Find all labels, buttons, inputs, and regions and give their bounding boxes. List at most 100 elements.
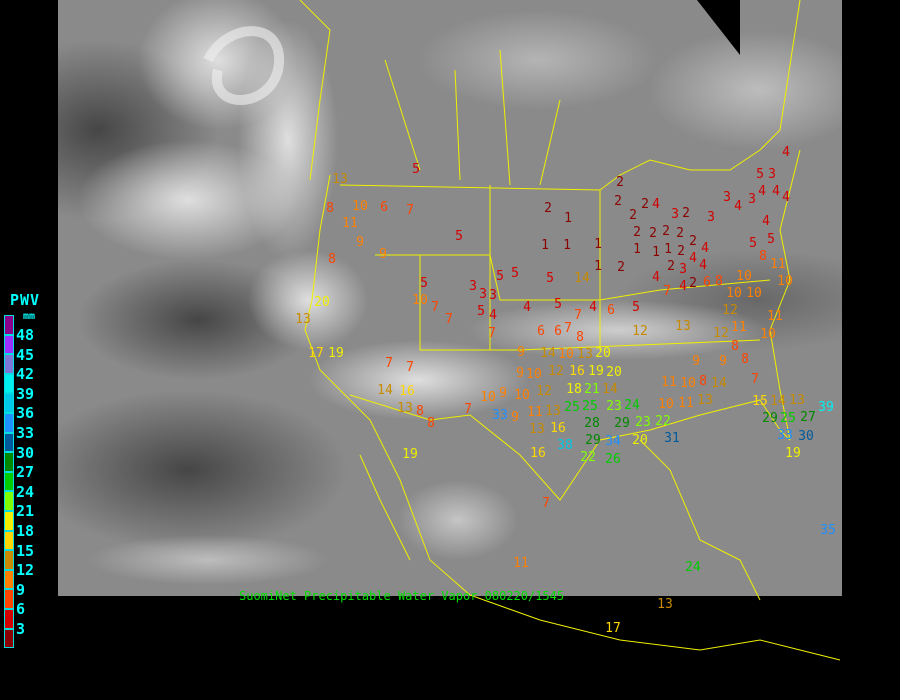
station-pwv-value: 22 <box>580 450 596 465</box>
legend-tick-label: 27 <box>16 463 35 482</box>
station-pwv-value: 23 <box>606 399 622 414</box>
station-pwv-value: 19 <box>785 446 801 461</box>
station-pwv-value: 34 <box>605 434 621 449</box>
legend-tick-label: 48 <box>16 326 35 344</box>
station-pwv-value: 10 <box>658 397 674 412</box>
station-pwv-value: 7 <box>751 372 759 387</box>
station-pwv-value: 17 <box>605 621 621 636</box>
station-pwv-value: 5 <box>412 162 420 177</box>
legend-swatch <box>4 432 14 453</box>
station-pwv-value: 19 <box>588 364 604 379</box>
station-pwv-value: 2 <box>629 208 637 223</box>
station-pwv-value: 5 <box>749 236 757 251</box>
station-pwv-value: 5 <box>632 300 640 315</box>
station-pwv-value: 30 <box>798 429 814 444</box>
legend-tick-label: 39 <box>16 384 35 403</box>
station-pwv-value: 14 <box>770 394 786 409</box>
station-pwv-value: 9 <box>356 235 364 250</box>
station-pwv-value: 33 <box>492 408 508 423</box>
station-pwv-value: 12 <box>713 326 729 341</box>
station-pwv-value: 1 <box>633 242 641 257</box>
station-pwv-value: 3 <box>748 192 756 207</box>
station-pwv-value: 8 <box>328 252 336 267</box>
station-pwv-value: 11 <box>678 396 694 411</box>
station-pwv-value: 29 <box>762 411 778 426</box>
station-pwv-value: 20 <box>632 433 648 448</box>
station-pwv-value: 2 <box>641 197 649 212</box>
station-pwv-value: 3 <box>469 279 477 294</box>
satellite-imagery <box>0 0 898 596</box>
station-pwv-value: 8 <box>731 339 739 354</box>
station-pwv-value: 29 <box>614 416 630 431</box>
station-pwv-value: 29 <box>585 433 601 448</box>
station-pwv-value: 10 <box>480 390 496 405</box>
station-pwv-value: 10 <box>726 286 742 301</box>
station-pwv-value: 1 <box>652 245 660 260</box>
station-pwv-value: 3 <box>707 210 715 225</box>
station-pwv-value: 7 <box>542 496 550 511</box>
station-pwv-value: 13 <box>789 393 805 408</box>
station-pwv-value: 10 <box>746 286 762 301</box>
station-pwv-value: 31 <box>664 431 680 446</box>
station-pwv-value: 5 <box>756 167 764 182</box>
legend-tick-label: 15 <box>16 541 35 560</box>
station-pwv-value: 25 <box>564 400 580 415</box>
legend-tick-label: 6 <box>16 600 26 619</box>
legend-tick-label: 18 <box>16 522 35 540</box>
station-pwv-value: 4 <box>772 184 780 199</box>
station-pwv-value: 6 <box>703 275 711 290</box>
station-pwv-value: 35 <box>820 523 836 538</box>
station-pwv-value: 5 <box>477 304 485 319</box>
station-pwv-value: 2 <box>616 175 624 190</box>
station-pwv-value: 2 <box>649 226 657 241</box>
station-pwv-value: 5 <box>554 297 562 312</box>
station-pwv-value: 4 <box>699 258 707 273</box>
station-pwv-value: 2 <box>614 194 622 209</box>
station-pwv-value: 3 <box>489 288 497 303</box>
station-pwv-value: 13 <box>675 319 691 334</box>
legend-tick-label: 3 <box>16 620 26 638</box>
station-pwv-value: 6 <box>537 324 545 339</box>
station-pwv-value: 13 <box>577 347 593 362</box>
station-pwv-value: 1 <box>563 238 571 253</box>
station-pwv-value: 11 <box>527 405 543 420</box>
political-borders <box>299 0 841 661</box>
station-pwv-value: 5 <box>420 276 428 291</box>
legend-swatch <box>4 569 14 590</box>
legend-swatch <box>4 452 14 472</box>
station-pwv-value: 4 <box>489 308 497 323</box>
station-pwv-value: 9 <box>516 366 524 381</box>
station-pwv-value: 16 <box>399 384 415 399</box>
station-pwv-value: 16 <box>550 421 566 436</box>
station-pwv-value: 10 <box>412 293 428 308</box>
station-pwv-value: 10 <box>526 367 542 382</box>
station-pwv-value: 12 <box>536 384 552 399</box>
station-pwv-value: 20 <box>314 295 330 310</box>
station-pwv-value: 8 <box>759 249 767 264</box>
station-pwv-value: 9 <box>517 345 525 360</box>
station-pwv-value: 1 <box>594 259 602 274</box>
station-pwv-value: 9 <box>511 410 519 425</box>
station-pwv-value: 7 <box>406 360 414 375</box>
station-pwv-value: 7 <box>406 203 414 218</box>
station-pwv-value: 4 <box>734 199 742 214</box>
station-pwv-value: 11 <box>767 309 783 324</box>
station-pwv-value: 10 <box>514 388 530 403</box>
legend-swatch <box>4 510 14 531</box>
station-pwv-value: 26 <box>605 452 621 467</box>
station-pwv-value: 14 <box>377 383 393 398</box>
station-pwv-value: 2 <box>676 226 684 241</box>
station-pwv-value: 4 <box>679 279 687 294</box>
station-pwv-value: 11 <box>731 320 747 335</box>
station-pwv-value: 2 <box>682 206 690 221</box>
station-pwv-value: 5 <box>455 229 463 244</box>
station-pwv-value: 15 <box>752 394 768 409</box>
station-pwv-value: 7 <box>431 300 439 315</box>
station-pwv-value: 17 <box>308 346 324 361</box>
station-pwv-value: 13 <box>295 312 311 327</box>
station-pwv-value: 2 <box>689 276 697 291</box>
station-pwv-value: 3 <box>768 167 776 182</box>
station-pwv-value: 1 <box>564 211 572 226</box>
